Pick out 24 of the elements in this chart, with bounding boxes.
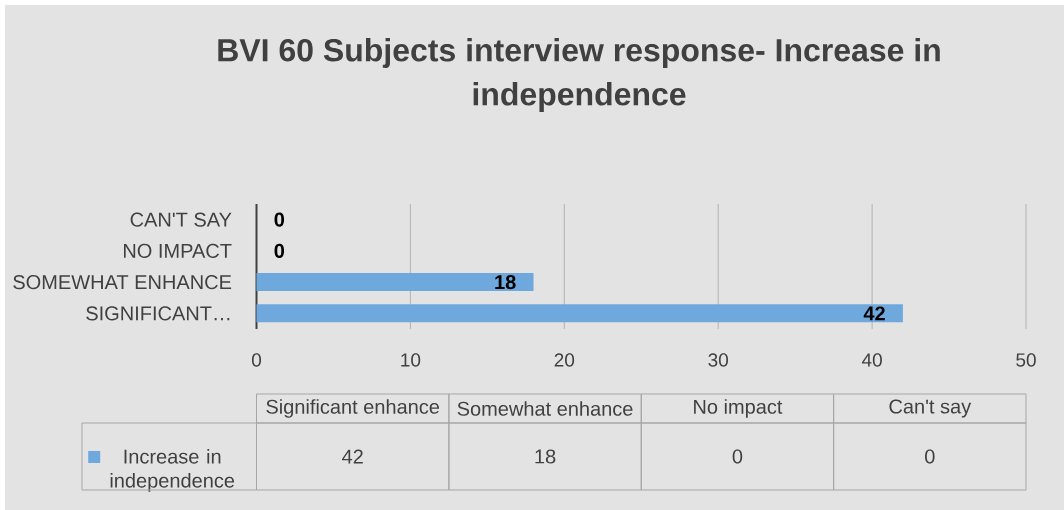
x-tick-label: 20	[554, 353, 575, 367]
x-tick-label: 40	[861, 353, 882, 367]
text: 18	[535, 449, 556, 464]
data-label: 0	[274, 243, 285, 258]
text: 0	[732, 449, 743, 464]
text: Somewhat enhance	[457, 401, 633, 416]
text: Significant enhance	[266, 399, 440, 418]
text: Can't say	[889, 399, 972, 418]
legend-label: Increase in independence	[110, 448, 235, 492]
chart-title: BVI 60 Subjects interview response- Increase in independence	[218, 38, 940, 112]
text: 0	[925, 449, 935, 464]
data-label: 42	[863, 306, 885, 321]
data-label: 18	[495, 275, 516, 290]
x-tick-label: 10	[401, 353, 421, 367]
y-tick-label: SIGNIFICANT…	[86, 306, 230, 321]
y-tick-label: CAN'T SAY	[130, 212, 232, 227]
text: No impact	[694, 399, 783, 418]
x-tick-label: 50	[1016, 353, 1036, 367]
y-tick-label: NO IMPACT	[124, 243, 232, 258]
y-tick-label: SOMEWHAT ENHANCE	[13, 275, 232, 290]
x-tick-label: 30	[708, 353, 729, 367]
x-tick-label: 0	[251, 353, 262, 367]
data-label: 0	[274, 212, 285, 227]
text: 42	[342, 449, 363, 464]
